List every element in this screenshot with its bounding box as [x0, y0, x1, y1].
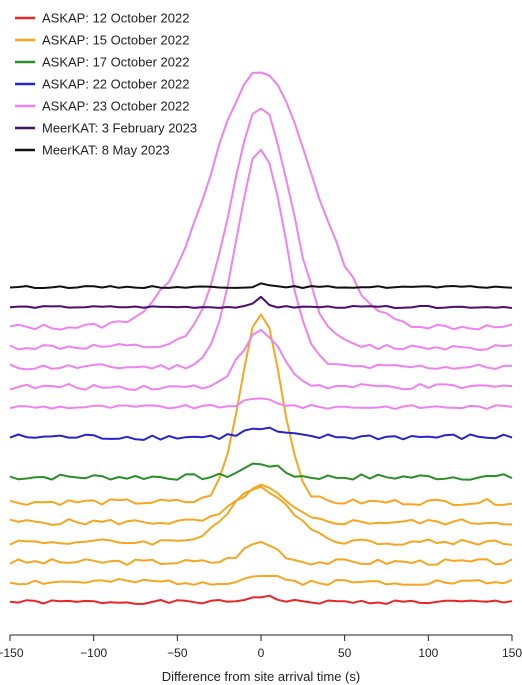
legend-label-5: MeerKAT: 3 February 2023: [42, 121, 197, 136]
x-tick-label-6: 150: [502, 646, 522, 660]
legend-label-6: MeerKAT: 8 May 2023: [42, 143, 170, 158]
x-tick-label-4: 50: [338, 646, 352, 660]
series-line-7: [9, 426, 513, 441]
series-line-2: [9, 540, 513, 566]
x-tick-label-2: −50: [167, 646, 188, 660]
x-tick-label-1: −100: [80, 646, 107, 660]
series-line-0: [9, 594, 513, 605]
legend-label-1: ASKAP: 15 October 2022: [42, 33, 189, 48]
series-line-13: [9, 295, 513, 309]
x-tick-label-5: 100: [418, 646, 438, 660]
x-tick-layer: −150 −100 −50 0 50 100 150: [0, 635, 522, 660]
legend-label-4: ASKAP: 23 October 2022: [42, 99, 189, 114]
legend: ASKAP: 12 October 2022 ASKAP: 15 October …: [15, 11, 197, 158]
series-line-14: [9, 282, 513, 289]
series-line-10: [9, 148, 513, 371]
x-tick-label-3: 0: [258, 646, 265, 660]
series-line-9: [9, 328, 513, 391]
x-axis-label: Difference from site arrival time (s): [162, 669, 360, 684]
series-layer: [9, 71, 513, 605]
series-line-6: [9, 462, 513, 481]
x-tick-label-0: −150: [0, 646, 24, 660]
series-line-8: [9, 397, 513, 410]
legend-label-3: ASKAP: 22 October 2022: [42, 77, 189, 92]
series-line-1: [9, 574, 513, 586]
legend-label-2: ASKAP: 17 October 2022: [42, 55, 189, 70]
series-line-12: [9, 71, 513, 331]
series-line-11: [9, 107, 513, 351]
legend-label-0: ASKAP: 12 October 2022: [42, 11, 189, 26]
series-line-5: [9, 313, 513, 506]
series-line-4: [9, 483, 513, 526]
series-line-3: [9, 485, 513, 546]
